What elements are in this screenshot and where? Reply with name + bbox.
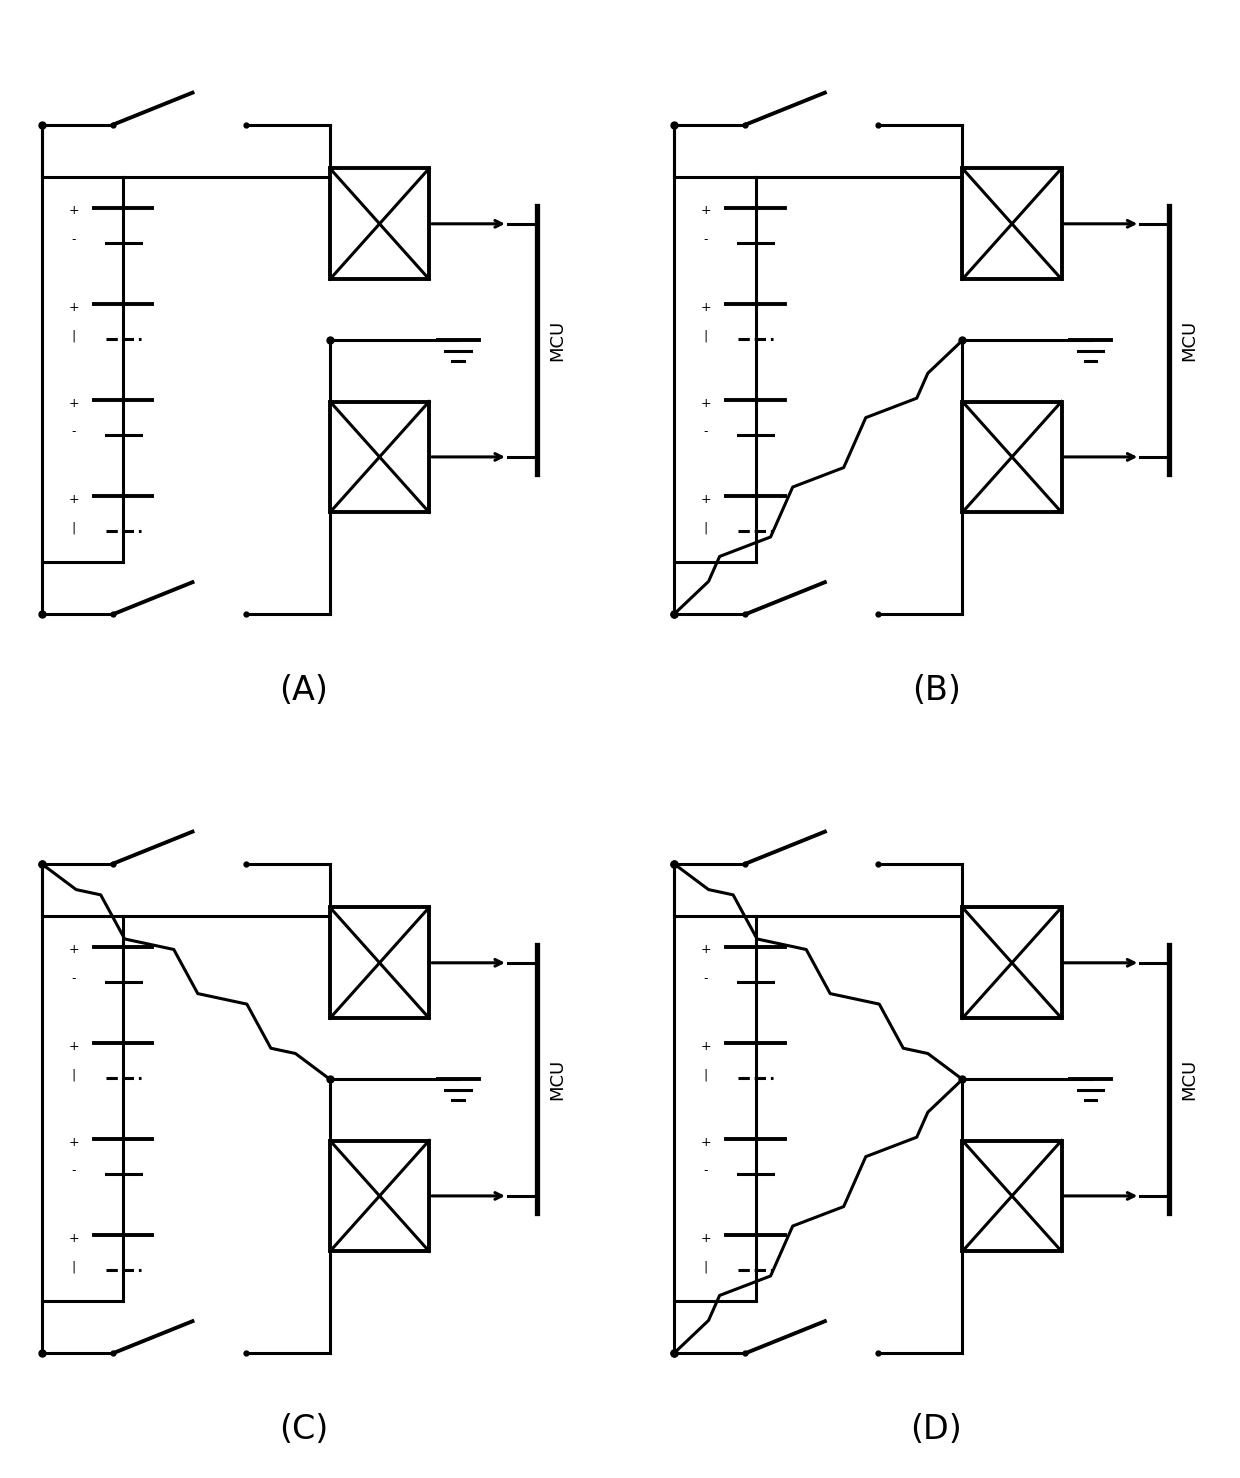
Text: +: +	[701, 1135, 712, 1148]
Text: |: |	[704, 330, 708, 343]
Text: +: +	[701, 204, 712, 217]
Text: |: |	[72, 330, 76, 343]
Text: -: -	[72, 1165, 76, 1178]
Text: -: -	[704, 973, 708, 986]
Bar	[962, 907, 1061, 1018]
Text: +: +	[701, 1231, 712, 1244]
Text: MCU: MCU	[548, 1058, 567, 1100]
Text: |: |	[704, 1261, 708, 1274]
Text: +: +	[701, 396, 712, 409]
Text: (B): (B)	[911, 674, 961, 706]
Text: +: +	[68, 492, 79, 505]
Text: +: +	[701, 492, 712, 505]
Text: MCU: MCU	[548, 319, 567, 361]
Text: |: |	[72, 522, 76, 535]
Text: +: +	[68, 396, 79, 409]
Bar	[330, 402, 429, 513]
Text: +: +	[701, 1039, 712, 1052]
Bar	[962, 1141, 1061, 1252]
Bar	[330, 168, 429, 279]
Bar	[962, 168, 1061, 279]
Text: +: +	[68, 300, 79, 313]
Text: (D): (D)	[910, 1413, 962, 1445]
Text: +: +	[68, 204, 79, 217]
Text: -: -	[72, 973, 76, 986]
Text: (A): (A)	[279, 674, 329, 706]
Text: (C): (C)	[279, 1413, 329, 1445]
Text: +: +	[68, 943, 79, 956]
Text: |: |	[72, 1069, 76, 1082]
Text: +: +	[701, 943, 712, 956]
Bar	[330, 1141, 429, 1252]
Text: |: |	[704, 522, 708, 535]
Text: -: -	[72, 234, 76, 247]
Text: +: +	[701, 300, 712, 313]
Text: -: -	[704, 426, 708, 439]
Bar	[962, 402, 1061, 513]
Text: +: +	[68, 1231, 79, 1244]
Text: +: +	[68, 1039, 79, 1052]
Text: -: -	[72, 426, 76, 439]
Text: |: |	[704, 1069, 708, 1082]
Text: |: |	[72, 1261, 76, 1274]
Text: +: +	[68, 1135, 79, 1148]
Text: -: -	[704, 1165, 708, 1178]
Text: -: -	[704, 234, 708, 247]
Bar	[330, 907, 429, 1018]
Text: MCU: MCU	[1180, 1058, 1199, 1100]
Text: MCU: MCU	[1180, 319, 1199, 361]
